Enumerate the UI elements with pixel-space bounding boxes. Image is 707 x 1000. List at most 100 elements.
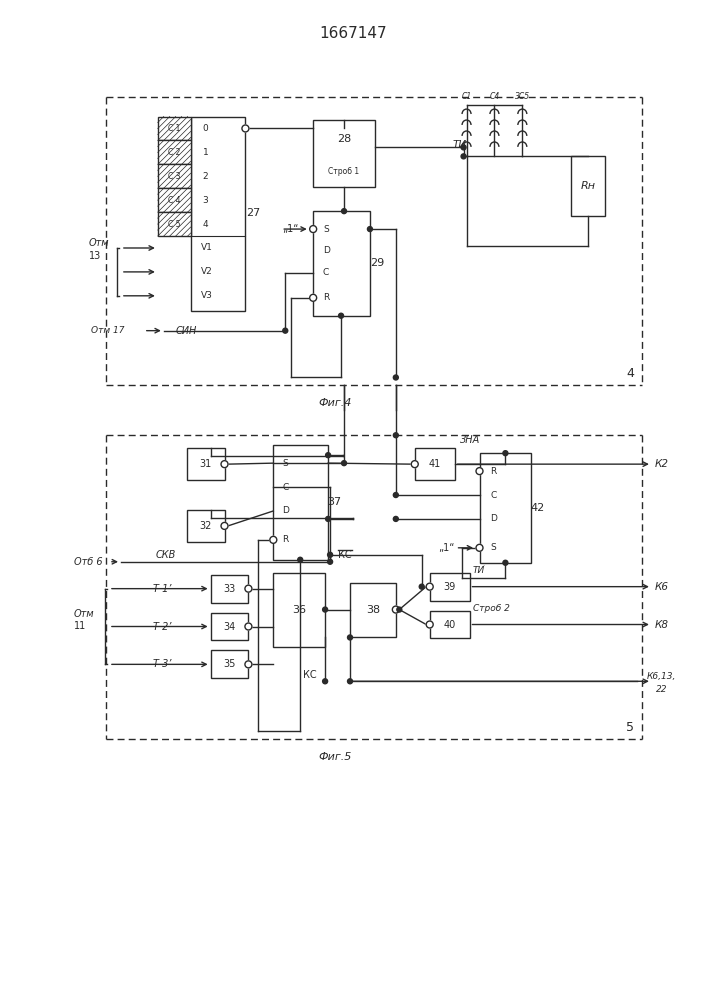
Circle shape — [221, 522, 228, 529]
Circle shape — [461, 154, 466, 159]
Text: 38: 38 — [366, 605, 380, 615]
Circle shape — [270, 536, 277, 543]
Text: 22: 22 — [656, 685, 667, 694]
Circle shape — [339, 313, 344, 318]
Circle shape — [298, 557, 303, 562]
Text: 1: 1 — [203, 148, 209, 157]
Text: 42: 42 — [530, 503, 544, 513]
Circle shape — [426, 583, 433, 590]
Circle shape — [419, 584, 424, 589]
Text: С 3: С 3 — [168, 172, 180, 181]
Text: С 1: С 1 — [168, 124, 180, 133]
Circle shape — [310, 226, 317, 233]
Bar — [571, 156, 605, 216]
Text: 3: 3 — [203, 196, 209, 205]
Bar — [350, 583, 396, 637]
Circle shape — [327, 559, 332, 564]
Bar — [274, 445, 328, 560]
Circle shape — [348, 679, 353, 684]
Bar — [187, 510, 225, 542]
Bar — [274, 573, 325, 647]
Text: 13: 13 — [89, 251, 101, 261]
Circle shape — [503, 560, 508, 565]
Text: 40: 40 — [443, 620, 456, 630]
Circle shape — [327, 552, 332, 557]
Bar — [158, 140, 191, 164]
Bar — [158, 212, 191, 236]
Circle shape — [245, 661, 252, 668]
Bar — [211, 613, 248, 640]
Text: К8: К8 — [655, 620, 669, 630]
Bar — [211, 575, 248, 603]
Circle shape — [393, 433, 398, 438]
Text: ЗНА: ЗНА — [460, 435, 480, 445]
Text: 32: 32 — [199, 521, 212, 531]
Text: ТИ: ТИ — [452, 140, 467, 150]
Text: V1: V1 — [201, 243, 213, 252]
Bar — [211, 650, 248, 678]
Circle shape — [503, 451, 508, 456]
Circle shape — [476, 544, 483, 551]
Text: С4: С4 — [489, 92, 500, 101]
Text: С 2: С 2 — [168, 148, 180, 157]
Text: 31: 31 — [199, 459, 211, 469]
Text: S: S — [491, 543, 496, 552]
Text: ЗС5: ЗС5 — [515, 92, 530, 101]
Text: D: D — [282, 506, 288, 515]
Bar — [158, 117, 191, 140]
Bar — [430, 573, 469, 601]
Text: Отб 6: Отб 6 — [74, 557, 103, 567]
Text: R: R — [323, 293, 329, 302]
Circle shape — [393, 493, 398, 498]
Text: 1667147: 1667147 — [319, 26, 387, 41]
Circle shape — [310, 294, 317, 301]
Circle shape — [393, 516, 398, 521]
Circle shape — [393, 375, 398, 380]
Circle shape — [426, 621, 433, 628]
Circle shape — [283, 328, 288, 333]
Text: 28: 28 — [337, 134, 351, 144]
Text: C: C — [282, 483, 288, 492]
Bar — [313, 211, 370, 316]
Text: С 4: С 4 — [168, 196, 180, 205]
Circle shape — [368, 227, 373, 232]
Circle shape — [476, 468, 483, 475]
Text: Отм 17: Отм 17 — [91, 326, 124, 335]
Text: Фиг.5: Фиг.5 — [318, 752, 352, 762]
Text: Т 2’: Т 2’ — [153, 622, 171, 632]
Text: 4: 4 — [203, 220, 209, 229]
Text: Отм: Отм — [89, 238, 110, 248]
Circle shape — [411, 461, 419, 468]
Text: 29: 29 — [370, 258, 384, 268]
Text: S: S — [323, 225, 329, 234]
Circle shape — [326, 516, 331, 521]
Bar — [158, 188, 191, 212]
Text: R: R — [491, 467, 496, 476]
Bar — [415, 448, 455, 480]
Text: 34: 34 — [223, 622, 235, 632]
Text: V2: V2 — [201, 267, 213, 276]
Text: Т 1’: Т 1’ — [153, 584, 171, 594]
Bar — [313, 120, 375, 187]
Bar — [479, 453, 531, 563]
Text: 39: 39 — [443, 582, 456, 592]
Text: R: R — [282, 535, 288, 544]
Text: 5: 5 — [626, 721, 634, 734]
Text: 36: 36 — [292, 605, 306, 615]
Text: 35: 35 — [223, 659, 235, 669]
Text: 33: 33 — [223, 584, 235, 594]
Circle shape — [392, 606, 399, 613]
Circle shape — [341, 209, 346, 214]
Circle shape — [221, 461, 228, 468]
Circle shape — [245, 623, 252, 630]
Circle shape — [242, 125, 249, 132]
Text: S: S — [282, 459, 288, 468]
Text: КС: КС — [303, 670, 317, 680]
Text: 41: 41 — [428, 459, 440, 469]
Text: КС: КС — [338, 550, 352, 560]
Circle shape — [348, 635, 353, 640]
Circle shape — [341, 461, 346, 466]
Text: C: C — [491, 491, 496, 500]
Text: C: C — [323, 268, 329, 277]
Text: Строб 2: Строб 2 — [472, 604, 510, 613]
